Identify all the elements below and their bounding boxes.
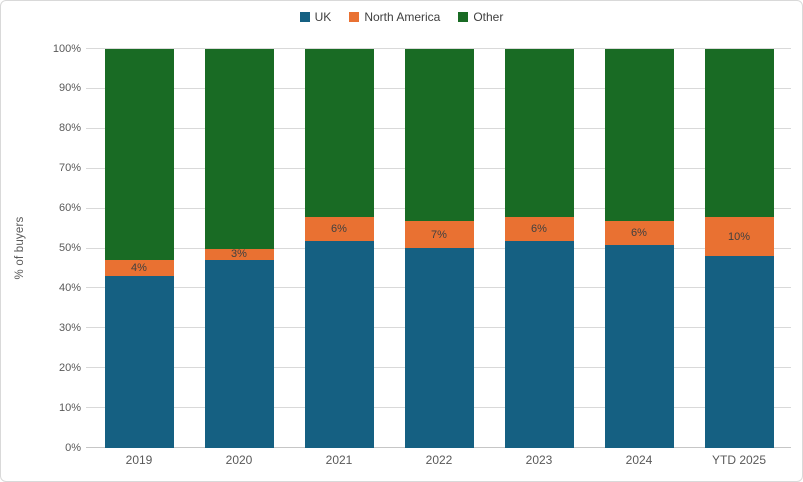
stacked-bar: 10% xyxy=(704,49,774,448)
stacked-bar: 4% xyxy=(104,49,174,448)
chart-legend: UK North America Other xyxy=(1,10,802,24)
y-tick-label: 90% xyxy=(58,82,81,95)
y-tick-label: 100% xyxy=(52,42,81,55)
bar-column-2024: 6% xyxy=(589,49,689,448)
bar-segment-north-america: 6% xyxy=(304,216,374,241)
y-tick-label: 10% xyxy=(58,401,81,414)
legend-swatch-icon xyxy=(349,12,360,22)
data-label: 3% xyxy=(231,248,247,261)
bar-segment-uk xyxy=(204,260,274,448)
bar-segment-uk xyxy=(704,256,774,448)
legend-label: North America xyxy=(364,10,441,24)
bar-segment-other xyxy=(304,49,374,217)
y-tick-label: 0% xyxy=(65,441,81,454)
y-tick-label: 30% xyxy=(58,321,81,334)
data-label: 10% xyxy=(727,230,751,243)
bar-segment-other xyxy=(204,49,274,249)
stacked-bar: 3% xyxy=(204,49,274,448)
gridline xyxy=(86,48,791,49)
bar-segment-other xyxy=(704,49,774,217)
data-label: 4% xyxy=(131,262,147,275)
bar-segment-uk xyxy=(504,240,574,448)
stacked-bar: 6% xyxy=(304,49,374,448)
stacked-bar: 7% xyxy=(404,49,474,448)
legend-swatch-icon xyxy=(458,12,469,22)
y-tick-label: 50% xyxy=(58,242,81,254)
data-label: 6% xyxy=(531,222,547,235)
x-axis-labels: 2019 2020 2021 2022 2023 2024 YTD 2025 xyxy=(89,453,789,467)
bar-column-2020: 3% xyxy=(189,49,289,448)
stacked-bar: 6% xyxy=(604,49,674,448)
bar-column-2019: 4% xyxy=(89,49,189,448)
bar-segment-north-america: 7% xyxy=(404,220,474,249)
legend-item-other: Other xyxy=(458,10,503,24)
stacked-bar: 6% xyxy=(504,49,574,448)
y-tick-label: 80% xyxy=(58,122,81,135)
x-axis-label: 2020 xyxy=(225,453,253,467)
bar-column-2022: 7% xyxy=(389,49,489,448)
bar-segment-other xyxy=(104,49,174,261)
x-axis-label: 2022 xyxy=(425,453,453,467)
bar-segment-north-america: 4% xyxy=(104,260,174,277)
legend-swatch-icon xyxy=(299,12,310,22)
bar-segment-other xyxy=(504,49,574,217)
bar-segment-uk xyxy=(604,244,674,448)
legend-item-north-america: North America xyxy=(349,10,440,24)
legend-label: UK xyxy=(314,10,332,24)
bar-segment-north-america: 3% xyxy=(204,248,274,261)
x-axis-label: 2024 xyxy=(625,453,653,467)
bar-segment-north-america: 10% xyxy=(704,216,774,257)
bar-segment-other xyxy=(404,49,474,221)
bar-segment-uk xyxy=(404,248,474,448)
bar-segment-other xyxy=(604,49,674,221)
legend-label: Other xyxy=(473,10,504,24)
bars-container: 4% 3% 6% 7% 6% 6% 10% xyxy=(89,49,789,448)
plot-area: 4% 3% 6% 7% 6% 6% 10% xyxy=(86,48,791,448)
x-axis-label: 2023 xyxy=(525,453,553,467)
y-tick-label: 60% xyxy=(58,202,81,215)
y-tick-label: 70% xyxy=(58,162,81,175)
data-label: 6% xyxy=(631,226,647,239)
data-label: 6% xyxy=(331,222,347,235)
x-axis-label: 2021 xyxy=(325,453,353,467)
x-axis-label: YTD 2025 xyxy=(711,453,767,467)
bar-segment-uk xyxy=(104,276,174,448)
y-tick-label: 20% xyxy=(58,361,81,374)
bar-column-ytd-2025: 10% xyxy=(689,49,789,448)
data-label: 7% xyxy=(431,228,447,241)
bar-column-2023: 6% xyxy=(489,49,589,448)
bar-column-2021: 6% xyxy=(289,49,389,448)
bar-segment-uk xyxy=(304,240,374,448)
legend-item-uk: UK xyxy=(299,10,332,24)
bar-segment-north-america: 6% xyxy=(504,216,574,241)
bar-segment-north-america: 6% xyxy=(604,220,674,245)
y-tick-label: 40% xyxy=(58,281,81,294)
x-axis-label: 2019 xyxy=(125,453,153,467)
